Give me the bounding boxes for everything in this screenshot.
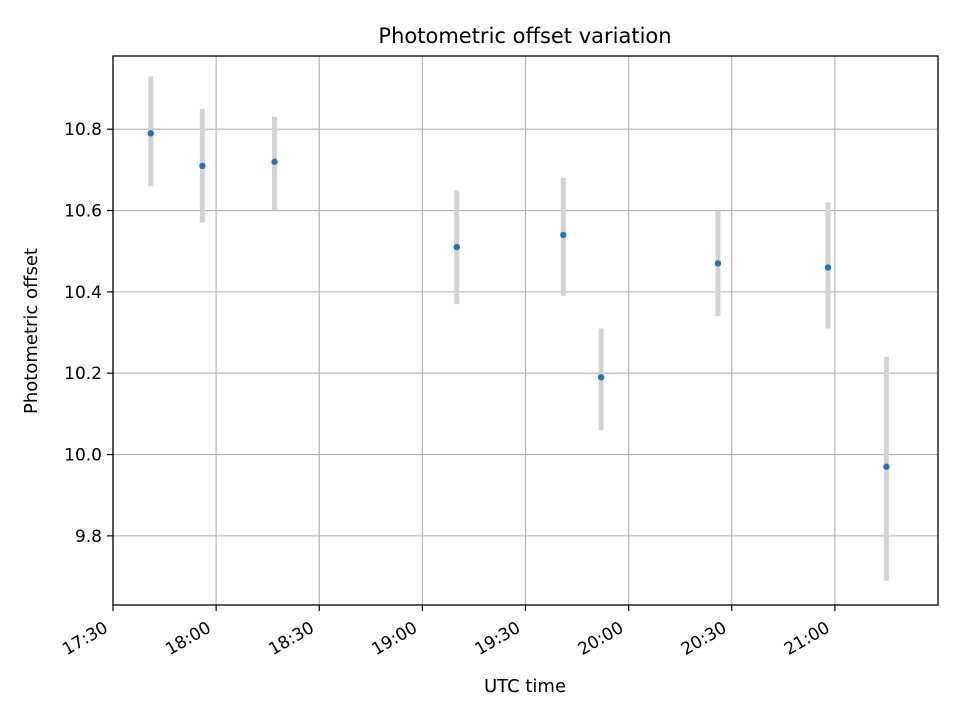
chart-title: Photometric offset variation — [378, 24, 671, 48]
data-point — [597, 374, 605, 381]
data-point — [147, 130, 155, 137]
data-point — [824, 264, 832, 271]
point-layer — [147, 130, 890, 470]
y-tick-label: 10.0 — [64, 446, 102, 466]
y-axis-label: Photometric offset — [21, 248, 42, 414]
y-tick-label: 9.8 — [75, 527, 102, 547]
x-axis-label: UTC time — [484, 676, 566, 697]
data-point — [199, 162, 206, 169]
data-point — [453, 243, 460, 251]
y-tick-label: 10.6 — [64, 202, 102, 222]
grid-layer — [112, 56, 938, 605]
data-point — [271, 158, 278, 165]
y-tick-label: 10.8 — [64, 120, 102, 140]
data-point — [560, 231, 567, 239]
data-point — [883, 463, 890, 470]
y-tick-label: 10.4 — [64, 283, 102, 303]
y-tick-label: 10.2 — [64, 364, 102, 384]
data-point — [714, 260, 722, 267]
